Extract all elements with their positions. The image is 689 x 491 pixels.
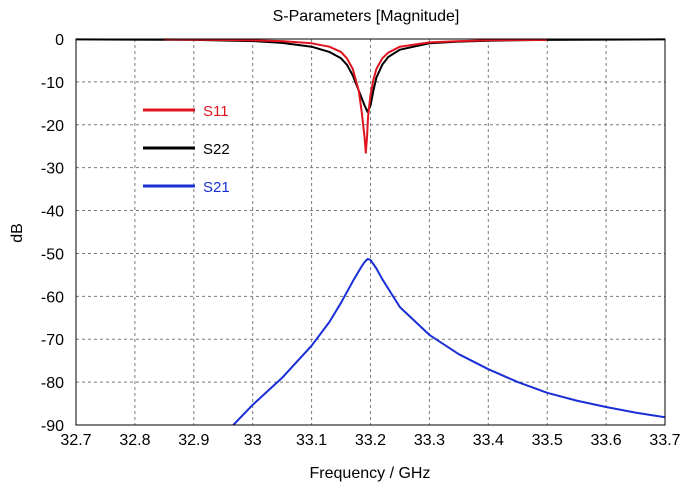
x-tick-label: 33.4	[473, 432, 504, 449]
series-line-s11	[164, 38, 548, 154]
x-tick-label: 33	[244, 432, 262, 449]
y-axis-label: dB	[9, 223, 26, 243]
y-tick-label: 0	[55, 32, 64, 49]
series-layer	[75, 38, 666, 426]
plot-frame	[75, 38, 666, 426]
x-tick-label: 33.7	[649, 432, 680, 449]
legend-label-s11: S11	[203, 103, 229, 120]
y-tick-label: -80	[41, 375, 64, 392]
x-tick-labels: 32.7 32.8 32.9 33 33.1 33.2 33.3 33.4 33.5 33.6 33…	[60, 432, 680, 449]
x-tick-label: 33.1	[296, 432, 327, 449]
x-tick-label: 33.6	[591, 432, 622, 449]
y-tick-labels: 0 -10 -20 -30 -40 -50 -60 -70 -80 -90	[41, 32, 64, 435]
grid	[76, 39, 665, 425]
series-line-s21	[232, 258, 666, 426]
legend-label-s21: S21	[203, 179, 230, 196]
y-tick-label: -60	[41, 289, 64, 306]
x-tick-label: 33.2	[355, 432, 386, 449]
x-tick-label: 32.8	[119, 432, 150, 449]
chart-title: S-Parameters [Magnitude]	[273, 8, 460, 25]
y-tick-label: -30	[41, 161, 64, 178]
y-tick-label: -40	[41, 204, 64, 221]
x-tick-label: 33.5	[532, 432, 563, 449]
y-tick-label: -50	[41, 246, 64, 263]
y-tick-label: -90	[41, 418, 64, 435]
y-tick-label: -70	[41, 332, 64, 349]
x-tick-label: 32.9	[178, 432, 209, 449]
legend: S11 S22 S21	[143, 103, 230, 196]
y-tick-label: -10	[41, 75, 64, 92]
x-tick-label: 32.7	[60, 432, 91, 449]
legend-label-s22: S22	[203, 141, 230, 158]
x-tick-label: 33.3	[414, 432, 445, 449]
x-axis-label: Frequency / GHz	[310, 465, 431, 482]
y-tick-label: -20	[41, 118, 64, 135]
